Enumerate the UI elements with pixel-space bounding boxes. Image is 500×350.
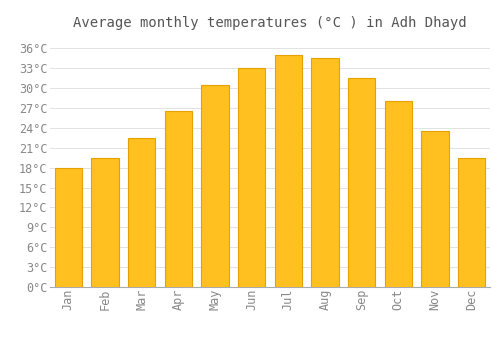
Bar (384, 101, 412, 287)
Bar (421, 131, 448, 287)
Bar (311, 58, 339, 287)
Bar (164, 111, 192, 287)
Bar (458, 158, 485, 287)
Bar (54, 168, 82, 287)
Bar (201, 85, 229, 287)
Bar (274, 55, 302, 287)
Bar (128, 138, 156, 287)
Bar (238, 68, 266, 287)
Bar (91, 158, 119, 287)
Bar (348, 78, 376, 287)
Title: Average monthly temperatures (°C ) in Adh Dhayd: Average monthly temperatures (°C ) in Ad… (73, 16, 467, 30)
